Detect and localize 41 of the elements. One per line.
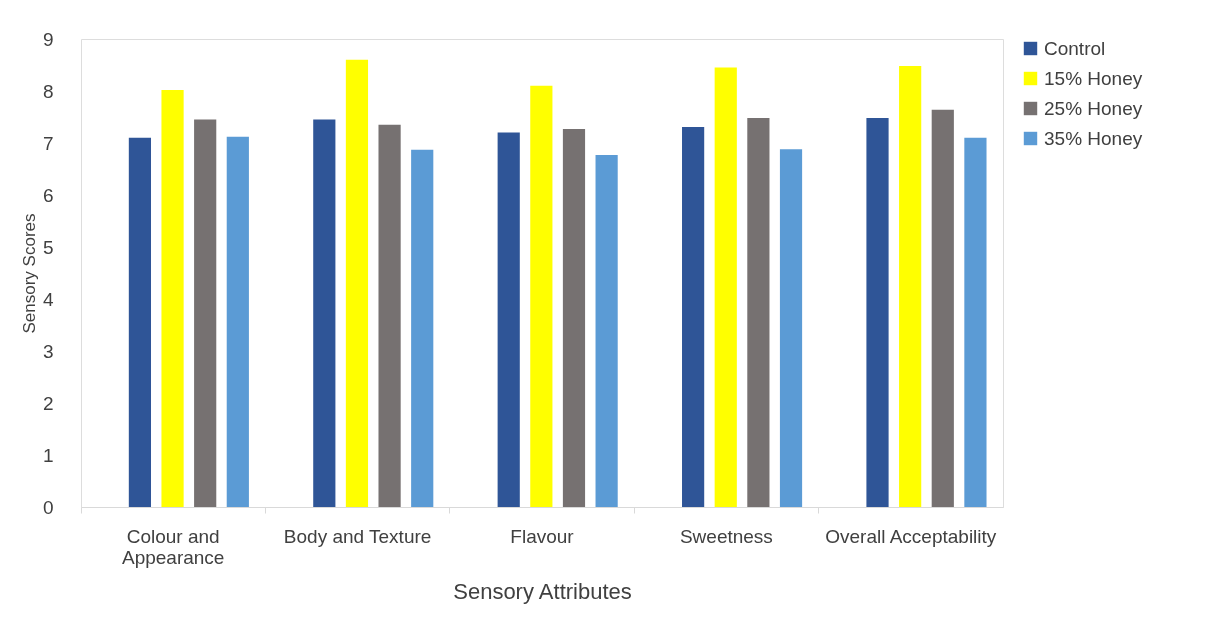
bar [128,137,152,507]
bar [226,136,249,507]
y-tick-label: 8 [42,80,54,102]
bar [194,119,217,507]
y-tick-label: 1 [42,444,54,466]
x-tick-label: Sweetness [679,525,773,547]
x-tick-label: Flavour [510,525,575,547]
bar [497,132,520,507]
bar [682,126,705,507]
legend-label: 15% Honey [1044,67,1143,89]
bar [411,149,434,507]
y-tick-label: 0 [42,496,54,518]
x-tick-label: Overall Acceptability [825,525,997,547]
bar [530,85,553,507]
bar [595,154,618,507]
bar [313,119,336,507]
y-axis-title: Sensory Scores [19,213,39,334]
legend-label: 25% Honey [1044,97,1143,119]
bar [161,89,184,507]
y-tick-label: 2 [42,392,54,414]
y-tick-label: 7 [42,132,54,154]
y-tick-label: 9 [42,28,54,50]
x-axis-title: Sensory Attributes [453,578,632,604]
bar [964,137,987,507]
x-tick-label: Colour and Appearance [121,525,225,568]
bar [899,66,922,507]
bar [562,128,586,507]
bar [747,118,770,507]
y-tick-label: 6 [42,184,54,206]
bar [931,109,954,507]
bar [378,124,401,507]
bar [866,118,889,507]
legend-label: Control [1044,37,1106,59]
y-tick-label: 3 [42,340,54,362]
y-tick-label: 4 [42,288,54,310]
y-tick-label: 5 [42,236,54,258]
bar [345,59,369,507]
bar [779,149,803,507]
legend-label: 35% Honey [1044,127,1143,149]
x-tick-label: Body and Texture [283,525,432,547]
bar [714,67,737,507]
